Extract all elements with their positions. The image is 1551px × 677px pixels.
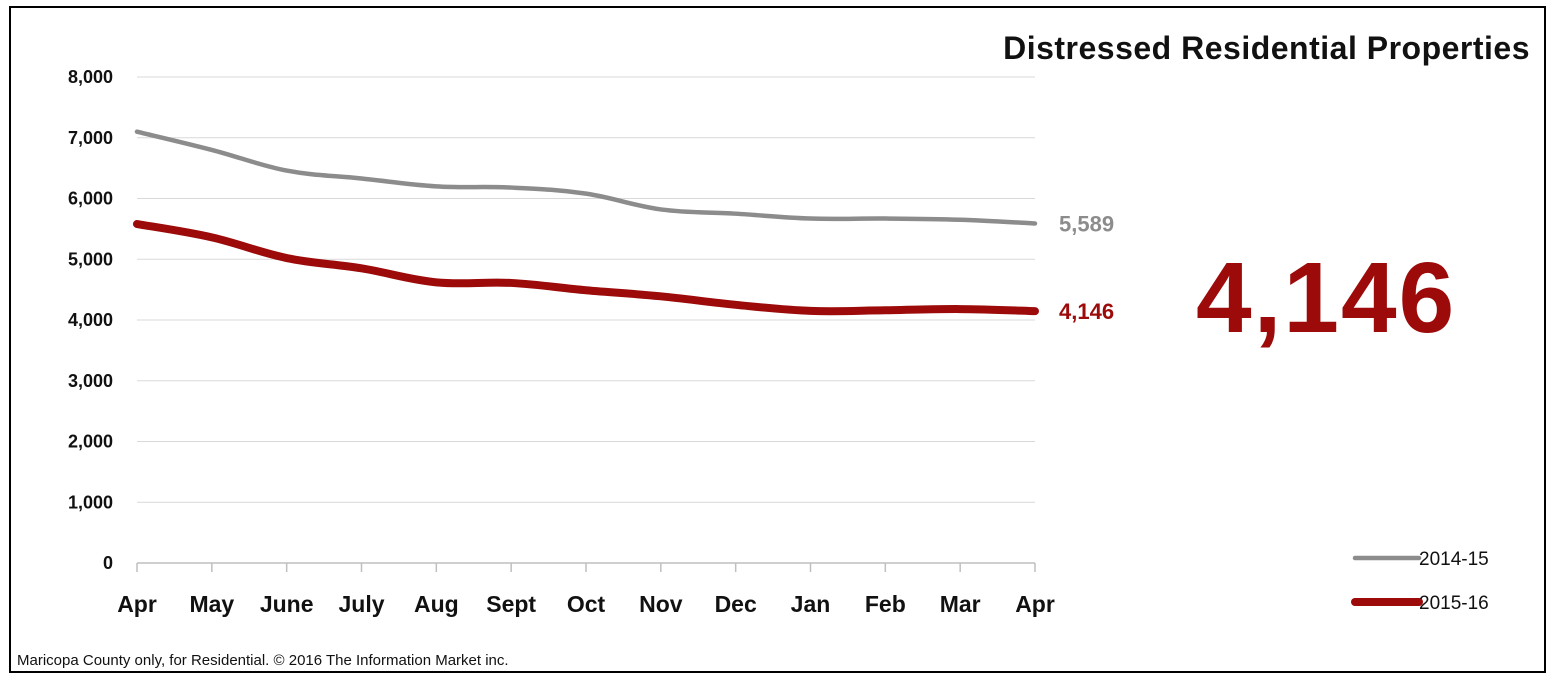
legend-label: 2015-16 bbox=[1419, 593, 1489, 614]
x-tick-label: June bbox=[260, 591, 314, 617]
x-tick-label: Oct bbox=[567, 591, 606, 617]
x-tick-label: Apr bbox=[1015, 591, 1055, 617]
x-tick-label: Dec bbox=[715, 591, 757, 617]
series-line-2014-15 bbox=[134, 129, 1038, 226]
y-tick-label: 6,000 bbox=[68, 189, 113, 209]
legend-label: 2014-15 bbox=[1419, 549, 1489, 570]
y-tick-label: 1,000 bbox=[68, 492, 113, 512]
y-tick-label: 5,000 bbox=[68, 249, 113, 269]
y-tick-label: 7,000 bbox=[68, 128, 113, 148]
x-tick-label: Jan bbox=[791, 591, 831, 617]
y-tick-label: 4,000 bbox=[68, 310, 113, 330]
chart-frame: 0 1,000 2,000 3,000 4,000 5,000 6,000 7,000 8,00… bbox=[9, 6, 1546, 673]
chart-title: Distressed Residential Properties bbox=[1003, 30, 1530, 66]
y-tick-label: 0 bbox=[103, 553, 113, 573]
x-tick-label: May bbox=[189, 591, 234, 617]
series-line-2015-16 bbox=[133, 220, 1039, 316]
y-tick-label: 2,000 bbox=[68, 432, 113, 452]
y-tick-label: 8,000 bbox=[68, 67, 113, 87]
highlight-value: 4,146 bbox=[1196, 242, 1457, 354]
x-tick-label: July bbox=[338, 591, 384, 617]
x-tick-label: Mar bbox=[940, 591, 981, 617]
footnote: Maricopa County only, for Residential. ©… bbox=[17, 652, 509, 669]
x-tick-label: Apr bbox=[117, 591, 157, 617]
x-tick-label: Feb bbox=[865, 591, 906, 617]
x-tick-label: Nov bbox=[639, 591, 683, 617]
end-data-label: 4,146 bbox=[1059, 299, 1114, 324]
y-tick-label: 3,000 bbox=[68, 371, 113, 391]
line-chart: 0 1,000 2,000 3,000 4,000 5,000 6,000 7,000 8,00… bbox=[68, 67, 1489, 617]
x-tick-label: Sept bbox=[486, 591, 536, 617]
x-tick-label: Aug bbox=[414, 591, 459, 617]
end-data-label: 5,589 bbox=[1059, 211, 1114, 236]
